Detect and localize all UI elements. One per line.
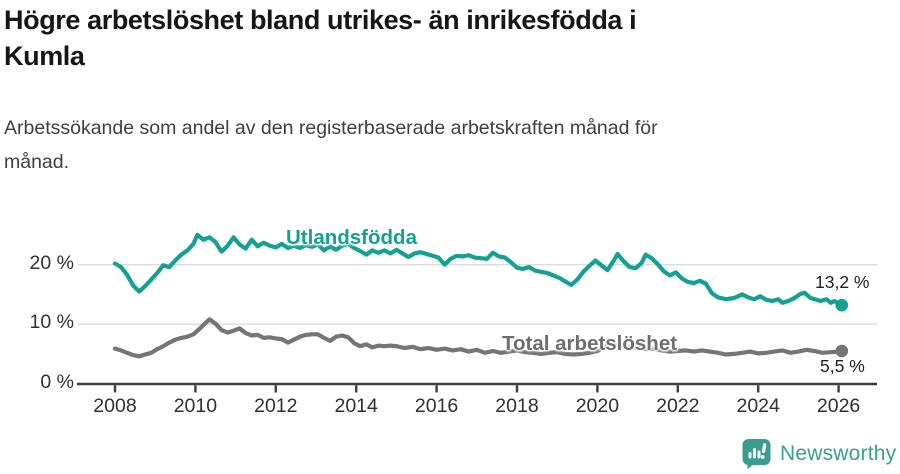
y-axis-label: 20 %: [29, 251, 74, 274]
page-title-line1: Högre arbetslöshet bland utrikes- än inr…: [4, 5, 637, 35]
y-axis-label: 0 %: [40, 370, 74, 393]
chart-subtitle-line2: månad.: [4, 151, 70, 173]
gridlines: [78, 264, 877, 325]
x-axis-label: 2026: [816, 395, 861, 417]
y-axis-label: 10 %: [29, 311, 74, 334]
series-lines: [112, 232, 849, 359]
chart-subtitle: Arbetssökande som andel av den registerb…: [4, 111, 864, 179]
x-axis-label: 2016: [414, 395, 459, 417]
x-axis-label: 2014: [334, 395, 378, 417]
x-axis: [77, 382, 877, 393]
end-value-utlandsfodda: 13,2 %: [815, 272, 870, 292]
page-title: Högre arbetslöshet bland utrikes- än inr…: [4, 2, 864, 74]
series-line-utlandsfodda: [112, 232, 844, 308]
x-axis-label: 2020: [575, 395, 620, 417]
x-axis-label: 2010: [173, 395, 218, 417]
x-axis-label: 2022: [656, 395, 700, 417]
newsworthy-logo: Newsworthy: [742, 438, 896, 470]
x-axis-label: 2008: [93, 395, 137, 417]
newsworthy-wordmark: Newsworthy: [780, 442, 897, 465]
series-end-dot-total: [835, 344, 849, 358]
series-line-total: [112, 317, 844, 359]
end-value-total: 5,5 %: [820, 356, 865, 376]
series-label-total-arbetsloshet: Total arbetslöshet: [502, 332, 678, 355]
chart-subtitle-line1: Arbetssökande som andel av den registerb…: [4, 117, 658, 139]
page-title-line2: Kumla: [4, 41, 85, 71]
x-axis-label: 2018: [495, 395, 539, 417]
series-label-utlandsfodda: Utlandsfödda: [286, 226, 417, 249]
x-axis-label: 2024: [736, 395, 780, 417]
x-axis-label: 2012: [254, 395, 298, 417]
series-end-dot-utlandsfodda: [835, 298, 849, 312]
newsworthy-icon: [742, 439, 771, 470]
